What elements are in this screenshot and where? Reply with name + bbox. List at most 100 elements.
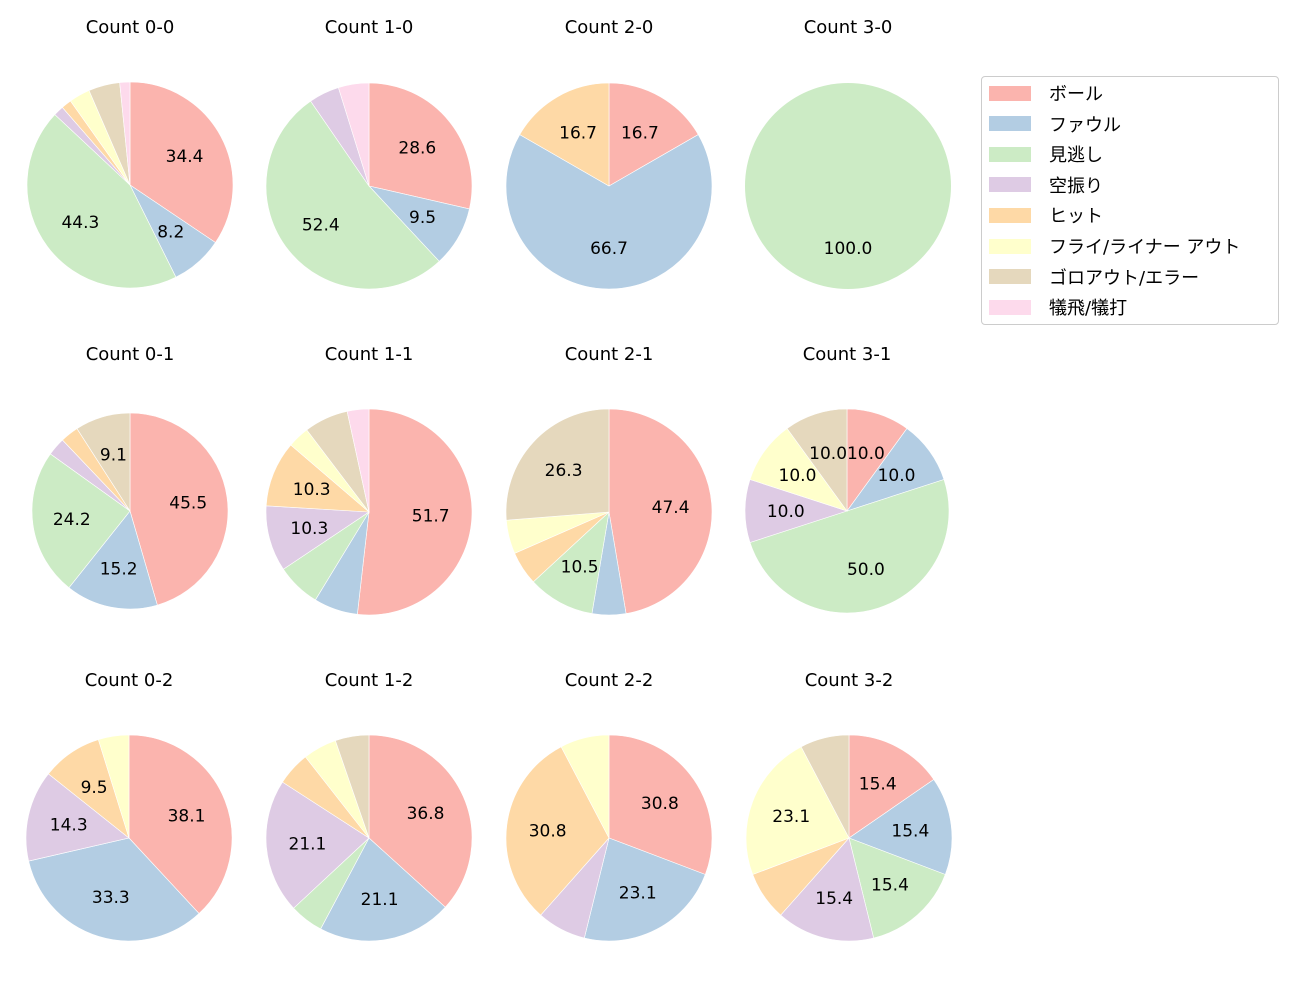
pie-slice — [848, 734, 935, 839]
slice-pct-label: 47.4 — [652, 498, 690, 518]
legend-swatch — [989, 299, 1031, 315]
legend-label: 見逃し — [1049, 145, 1103, 167]
pie-slice — [368, 82, 473, 210]
pie-slice — [368, 734, 473, 908]
pie: 30.8 23.1 30.8 — [505, 734, 713, 942]
legend-label: ヒット — [1049, 206, 1103, 228]
legend-label: ファウル — [1049, 114, 1121, 136]
pie-title: Count 1-0 — [324, 17, 414, 38]
legend-item: 空振り — [989, 174, 1103, 197]
legend-item: 犠飛/犠打 — [989, 296, 1128, 320]
pie-slice — [505, 746, 610, 916]
pie-slice — [560, 734, 610, 839]
pie-title: Count 1-1 — [324, 344, 414, 365]
slice-pct-label: 15.4 — [891, 822, 929, 842]
slice-pct-label: 10.0 — [809, 444, 847, 464]
pie-panel: Count 0-0 34.4 8.2 44.3 — [10, 0, 250, 300]
slice-pct-label: 38.1 — [168, 806, 206, 826]
pie-slice — [265, 100, 440, 290]
pie: 10.010.050.010.010.010.0 — [744, 408, 950, 614]
pie-slice — [346, 408, 370, 513]
pie-panel: Count 2-2 30.8 23.1 30.8 — [489, 653, 729, 953]
pie-title: Count 0-1 — [85, 344, 175, 365]
slice-pct-label: 15.2 — [100, 560, 138, 580]
slice-pct-label: 23.1 — [772, 807, 810, 827]
pie-panel: Count 1-0 28.6 9.5 52.4 — [249, 0, 489, 300]
slice-pct-label: 14.3 — [50, 815, 88, 835]
pie: 38.1 33.3 14.3 9.5 — [25, 734, 233, 942]
legend: ボール ファウル 見逃し 空振り ヒット フライ/ライナー アウト ゴロアウト/エラー 犠飛/… — [981, 76, 1279, 325]
pie-slice — [265, 781, 370, 909]
pie-title: Count 3-0 — [803, 17, 893, 38]
pie-title: Count 3-1 — [802, 344, 892, 365]
pie: 34.4 8.2 44.3 — [26, 81, 234, 289]
pie: 16.7 66.7 16.7 — [505, 82, 713, 290]
slice-pct-label: 24.2 — [53, 510, 91, 530]
slice-pct-label: 8.2 — [157, 222, 184, 242]
slice-pct-label: 51.7 — [412, 506, 450, 526]
slice-pct-label: 50.0 — [847, 560, 885, 580]
pie-slice — [608, 408, 713, 614]
legend-swatch — [989, 85, 1031, 101]
slice-pct-label: 21.1 — [289, 834, 327, 854]
pie-slice — [800, 734, 850, 839]
legend-label: ゴロアウト/エラー — [1049, 267, 1200, 289]
slice-pct-label: 10.0 — [847, 444, 885, 464]
pie-slice — [31, 453, 131, 589]
legend-label: 犠飛/犠打 — [1049, 298, 1128, 320]
pie-slice — [98, 734, 130, 839]
pie-slice — [357, 408, 473, 616]
pie-slice — [519, 82, 610, 187]
pie: 100.0 — [745, 83, 951, 289]
slice-pct-label: 10.3 — [293, 480, 331, 500]
pie-slice — [608, 734, 713, 875]
legend-swatch — [989, 146, 1031, 162]
legend-swatch — [989, 238, 1031, 254]
slice-pct-label: 15.4 — [815, 889, 853, 909]
pie-panel: Count 2-0 16.7 66.7 16.7 — [489, 0, 729, 300]
pie-title: Count 2-0 — [564, 17, 654, 38]
slice-pct-label: 45.5 — [169, 494, 207, 514]
slice-pct-label: 30.8 — [641, 794, 679, 814]
pie-slice — [848, 837, 946, 939]
legend-item: ファウル — [989, 113, 1121, 136]
pie: 51.7 10.3 10.3 — [265, 408, 473, 616]
slice-pct-label: 15.4 — [871, 875, 909, 895]
slice-pct-label: 10.0 — [767, 502, 805, 522]
legend-swatch — [989, 207, 1031, 223]
slice-pct-label: 9.5 — [409, 208, 436, 228]
pie-slice — [745, 746, 850, 875]
slice-pct-label: 10.0 — [878, 466, 916, 486]
pie-slice — [25, 773, 130, 862]
pie-panel: Count 1-1 51.7 10.3 10.3 — [249, 327, 489, 627]
slice-pct-label: 16.7 — [559, 123, 597, 143]
pie-panel: Count 0-1 45.5 15.2 24.2 9.1 — [10, 327, 250, 627]
pie-slice — [505, 408, 610, 521]
pie-slice — [320, 837, 446, 942]
legend-swatch — [989, 116, 1031, 132]
pie-title: Count 2-2 — [564, 670, 654, 691]
slice-pct-label: 10.0 — [779, 466, 817, 486]
pie-slice — [745, 83, 951, 289]
pie: 45.5 15.2 24.2 9.1 — [31, 412, 229, 610]
pie-panel: Count 3-0 100.0 — [728, 0, 968, 300]
legend-label: フライ/ライナー アウト — [1049, 237, 1241, 258]
slice-pct-label: 33.3 — [92, 888, 130, 908]
slice-pct-label: 36.8 — [407, 804, 445, 824]
pie-title: Count 3-2 — [804, 670, 894, 691]
pie-slice — [335, 734, 370, 839]
slice-pct-label: 26.3 — [545, 461, 583, 481]
slice-pct-label: 15.4 — [859, 774, 897, 794]
pie-slice — [338, 82, 370, 187]
slice-pct-label: 16.7 — [621, 123, 659, 143]
pie: 28.6 9.5 52.4 — [265, 82, 473, 290]
pie-title: Count 0-0 — [85, 17, 175, 38]
pie-slice — [26, 114, 177, 289]
pie-panel: Count 2-1 47.4 10.5 26.3 — [489, 327, 729, 627]
pie-slice — [780, 837, 875, 942]
pie-slice — [786, 408, 848, 512]
legend-item: ヒット — [989, 204, 1103, 228]
pie-slice — [749, 479, 950, 614]
pie-slice — [583, 837, 706, 942]
pie-slice — [532, 511, 610, 614]
